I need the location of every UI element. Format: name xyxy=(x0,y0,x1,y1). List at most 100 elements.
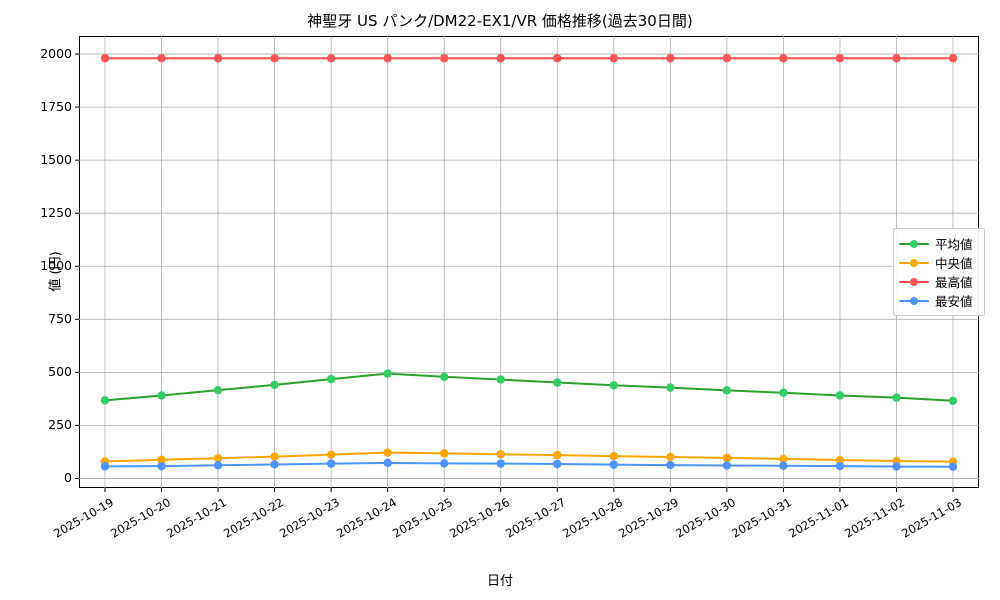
legend-label: 最高値 xyxy=(935,275,973,290)
series-marker xyxy=(609,451,618,461)
x-tick-label: 2025-10-20 xyxy=(107,495,173,541)
series-marker xyxy=(609,381,618,390)
y-tick-label: 2000 xyxy=(40,46,72,62)
series-marker xyxy=(326,374,336,384)
legend-label: 最安値 xyxy=(935,294,973,309)
x-tick-label: 2025-10-28 xyxy=(559,495,625,541)
x-tick-label: 2025-10-29 xyxy=(616,495,682,541)
series-marker xyxy=(722,461,732,470)
series-marker xyxy=(835,54,845,63)
series-marker xyxy=(609,54,618,63)
plot-area-frame xyxy=(79,36,979,488)
series-marker xyxy=(779,454,788,464)
y-tick-label: 1000 xyxy=(40,258,72,274)
x-tick-label: 2025-10-26 xyxy=(446,495,512,541)
series-marker xyxy=(100,396,110,405)
x-tick-label: 2025-10-21 xyxy=(164,495,230,541)
y-tick-label: 0 xyxy=(64,470,72,486)
y-tick-label: 1250 xyxy=(40,205,72,221)
legend-item-2[interactable]: 中央値 xyxy=(899,253,978,272)
series-line xyxy=(104,461,954,468)
legend-line-marker-icon xyxy=(899,294,929,308)
legend-item-3[interactable]: 最高値 xyxy=(899,272,978,291)
series-marker xyxy=(779,461,788,470)
series-marker xyxy=(157,54,166,63)
y-tick-label: 500 xyxy=(48,364,72,380)
y-tick-label: 750 xyxy=(48,311,72,327)
series-marker xyxy=(948,396,958,405)
series-line xyxy=(104,451,954,463)
series-marker xyxy=(553,450,562,460)
legend-line-marker-icon xyxy=(899,275,929,289)
series-marker xyxy=(213,54,223,63)
legend-item-1[interactable]: 平均値 xyxy=(899,234,978,253)
x-tick-label: 2025-11-03 xyxy=(899,495,964,541)
series-marker xyxy=(270,452,279,461)
x-tick-label: 2025-10-31 xyxy=(729,495,795,541)
legend-label: 中央値 xyxy=(935,256,973,271)
series-marker xyxy=(553,378,562,387)
series-marker xyxy=(609,460,618,469)
x-axis-label: 日付 xyxy=(486,574,513,589)
series-marker xyxy=(440,372,449,382)
series-marker xyxy=(779,388,788,397)
series-marker xyxy=(835,391,845,400)
data-series xyxy=(100,448,958,466)
series-marker xyxy=(892,54,901,63)
series-marker xyxy=(100,462,110,471)
data-series xyxy=(100,369,958,405)
series-marker xyxy=(383,369,392,378)
series-marker xyxy=(553,459,562,469)
series-marker xyxy=(666,452,675,462)
x-tick-label: 2025-10-27 xyxy=(503,495,569,541)
series-marker xyxy=(440,54,449,63)
series-marker xyxy=(100,54,110,63)
series-marker xyxy=(948,462,958,471)
series-marker xyxy=(496,459,505,468)
series-marker xyxy=(496,450,505,459)
data-series xyxy=(100,54,958,63)
series-marker xyxy=(440,459,449,468)
legend-item-4[interactable]: 最安値 xyxy=(899,291,978,310)
chart-legend[interactable]: 平均値中央値最高値最安値 xyxy=(893,228,985,316)
x-tick-label: 2025-10-25 xyxy=(390,495,456,541)
series-marker xyxy=(157,455,166,464)
x-tick-label: 2025-10-30 xyxy=(672,495,738,541)
chart-title: 神聖牙 US パンク/DM22-EX1/VR 価格推移(過去30日間) xyxy=(307,12,693,30)
x-tick-label: 2025-11-01 xyxy=(786,495,851,541)
series-marker xyxy=(835,461,845,471)
series-marker xyxy=(213,385,223,395)
plot-canvas xyxy=(75,36,979,492)
series-line xyxy=(104,372,954,402)
series-marker xyxy=(383,458,392,468)
series-marker xyxy=(892,462,901,471)
series-marker xyxy=(213,454,223,463)
y-tick-label: 250 xyxy=(48,417,72,433)
series-marker xyxy=(948,54,958,63)
series-marker xyxy=(326,54,336,63)
series-marker xyxy=(326,459,336,468)
series-marker xyxy=(326,450,336,459)
x-tick-label: 2025-10-19 xyxy=(51,495,116,541)
series-marker xyxy=(270,54,279,63)
series-marker xyxy=(722,386,732,395)
series-marker xyxy=(666,383,675,392)
x-tick-label: 2025-11-02 xyxy=(842,495,908,541)
series-marker xyxy=(496,54,505,63)
series-marker xyxy=(722,453,732,463)
series-marker xyxy=(157,461,166,471)
legend-label: 平均値 xyxy=(935,237,973,252)
y-tick-label: 1750 xyxy=(40,99,72,115)
x-tick-label: 2025-10-24 xyxy=(333,495,399,541)
y-axis-label: 値 (円) xyxy=(48,251,64,292)
series-marker xyxy=(383,448,392,457)
series-marker xyxy=(779,54,788,63)
series-marker xyxy=(440,449,449,458)
x-tick-label: 2025-10-22 xyxy=(220,495,286,541)
series-marker xyxy=(270,460,279,469)
legend-line-marker-icon xyxy=(899,256,929,270)
series-marker xyxy=(157,391,166,400)
legend-line-marker-icon xyxy=(899,237,929,251)
series-marker xyxy=(835,455,845,465)
